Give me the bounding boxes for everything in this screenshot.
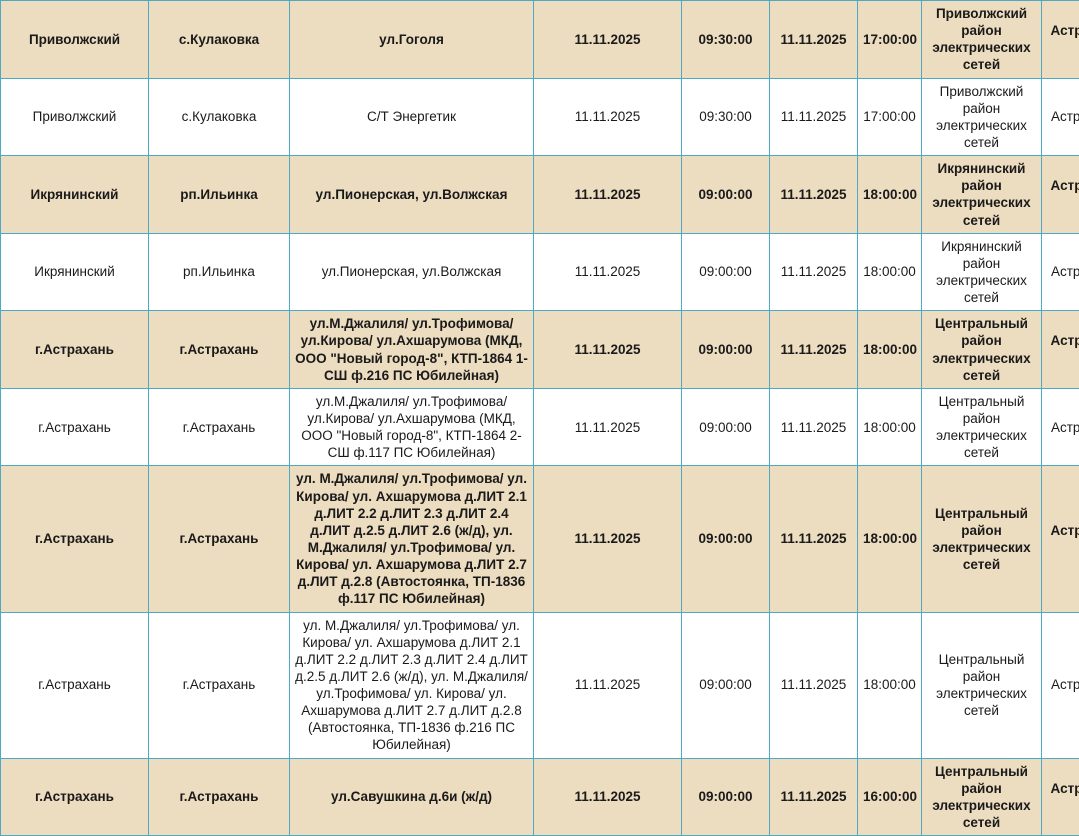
cell-settlement: рп.Ильинка bbox=[149, 233, 290, 311]
cell-time-from: 09:00:00 bbox=[682, 466, 770, 612]
cell-time-to: 18:00:00 bbox=[858, 156, 922, 234]
cell-settlement: рп.Ильинка bbox=[149, 156, 290, 234]
cell-date-to: 11.11.2025 bbox=[770, 78, 858, 156]
cell-district: Приволжский bbox=[1, 78, 149, 156]
cell-date-from: 11.11.2025 bbox=[534, 233, 682, 311]
cell-time-from: 09:00:00 bbox=[682, 612, 770, 758]
cell-address: С/Т Энергетик bbox=[290, 78, 534, 156]
cell-district: Икрянинский bbox=[1, 156, 149, 234]
cell-district: г.Астрахань bbox=[1, 466, 149, 612]
cell-network: Центральный район электрических сетей bbox=[922, 388, 1042, 466]
cell-date-to: 11.11.2025 bbox=[770, 466, 858, 612]
cell-company: Астраханьэнерго bbox=[1042, 311, 1079, 389]
cell-date-to: 11.11.2025 bbox=[770, 1, 858, 79]
cell-date-to: 11.11.2025 bbox=[770, 388, 858, 466]
cell-company: Астраханьэнерго bbox=[1042, 78, 1079, 156]
cell-settlement: г.Астрахань bbox=[149, 388, 290, 466]
cell-company: Астраханьэнерго bbox=[1042, 388, 1079, 466]
cell-company: Астраханьэнерго bbox=[1042, 1, 1079, 79]
cell-date-to: 11.11.2025 bbox=[770, 233, 858, 311]
cell-time-from: 09:30:00 bbox=[682, 78, 770, 156]
cell-company: Астраханьэнерго bbox=[1042, 612, 1079, 758]
cell-address: ул.Пионерская, ул.Волжская bbox=[290, 233, 534, 311]
cell-company: Астраханьэнерго bbox=[1042, 466, 1079, 612]
cell-time-to: 18:00:00 bbox=[858, 311, 922, 389]
cell-date-from: 11.11.2025 bbox=[534, 612, 682, 758]
cell-time-to: 18:00:00 bbox=[858, 466, 922, 612]
cell-network: Центральный район электрических сетей bbox=[922, 466, 1042, 612]
cell-time-to: 18:00:00 bbox=[858, 388, 922, 466]
cell-district: Приволжский bbox=[1, 1, 149, 79]
cell-network: Икрянинский район электрических сетей bbox=[922, 233, 1042, 311]
cell-time-to: 17:00:00 bbox=[858, 78, 922, 156]
cell-address: ул. М.Джалиля/ ул.Трофимова/ ул. Кирова/… bbox=[290, 466, 534, 612]
cell-address: ул.Гоголя bbox=[290, 1, 534, 79]
cell-time-from: 09:30:00 bbox=[682, 1, 770, 79]
cell-company: Астраханьэнерго bbox=[1042, 233, 1079, 311]
cell-date-from: 11.11.2025 bbox=[534, 466, 682, 612]
cell-district: г.Астрахань bbox=[1, 311, 149, 389]
cell-date-to: 11.11.2025 bbox=[770, 156, 858, 234]
cell-address: ул.М.Джалиля/ ул.Трофимова/ ул.Кирова/ у… bbox=[290, 388, 534, 466]
cell-district: Икрянинский bbox=[1, 233, 149, 311]
cell-company: Астраханьэнерго bbox=[1042, 156, 1079, 234]
cell-settlement: г.Астрахань bbox=[149, 311, 290, 389]
cell-district: г.Астрахань bbox=[1, 612, 149, 758]
cell-date-from: 11.11.2025 bbox=[534, 78, 682, 156]
cell-settlement: г.Астрахань bbox=[149, 612, 290, 758]
cell-settlement: с.Кулаковка bbox=[149, 78, 290, 156]
cell-date-from: 11.11.2025 bbox=[534, 1, 682, 79]
cell-address: ул. М.Джалиля/ ул.Трофимова/ ул. Кирова/… bbox=[290, 612, 534, 758]
cell-time-from: 09:00:00 bbox=[682, 311, 770, 389]
cell-time-from: 09:00:00 bbox=[682, 388, 770, 466]
cell-address: ул.Пионерская, ул.Волжская bbox=[290, 156, 534, 234]
cell-network: Центральный район электрических сетей bbox=[922, 612, 1042, 758]
cell-network: Приволжский район электрических сетей bbox=[922, 78, 1042, 156]
cell-date-to: 11.11.2025 bbox=[770, 311, 858, 389]
cell-address: ул.М.Джалиля/ ул.Трофимова/ ул.Кирова/ у… bbox=[290, 311, 534, 389]
cell-network: Центральный район электрических сетей bbox=[922, 311, 1042, 389]
cell-settlement: с.Кулаковка bbox=[149, 1, 290, 79]
cell-date-to: 11.11.2025 bbox=[770, 612, 858, 758]
cell-date-from: 11.11.2025 bbox=[534, 156, 682, 234]
cell-time-to: 17:00:00 bbox=[858, 1, 922, 79]
cell-date-from: 11.11.2025 bbox=[534, 388, 682, 466]
cell-network: Икрянинский район электрических сетей bbox=[922, 156, 1042, 234]
cell-time-to: 18:00:00 bbox=[858, 233, 922, 311]
cell-time-from: 09:00:00 bbox=[682, 156, 770, 234]
cell-district: г.Астрахань bbox=[1, 388, 149, 466]
cell-settlement: г.Астрахань bbox=[149, 466, 290, 612]
cell-time-from: 09:00:00 bbox=[682, 233, 770, 311]
cell-network: Приволжский район электрических сетей bbox=[922, 1, 1042, 79]
cell-time-to: 18:00:00 bbox=[858, 612, 922, 758]
cell-date-from: 11.11.2025 bbox=[534, 311, 682, 389]
